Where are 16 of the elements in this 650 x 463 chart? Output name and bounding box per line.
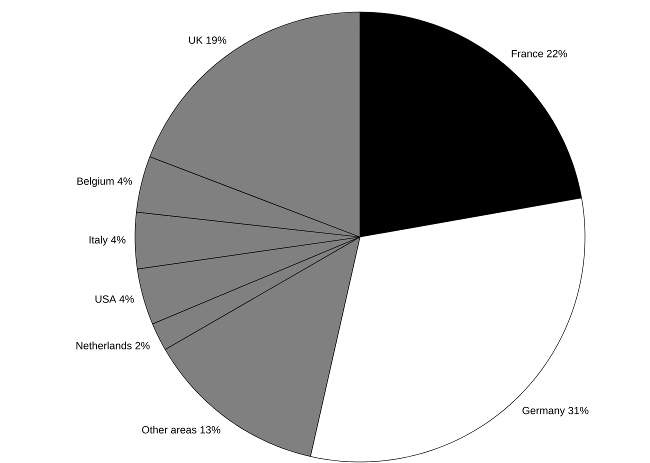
slice-label: USA [96,295,116,303]
slice-label: Netherlands [76,342,132,350]
slice-label: UK [189,36,203,44]
slice-label: France [512,50,544,58]
data-label: 19% [206,36,226,44]
slice-label: Italy [90,236,108,246]
data-label: 4% [110,236,126,244]
slice-label: Germany [522,406,565,416]
slice-label: Belgium [77,177,114,187]
data-label: 31% [568,406,588,414]
data-label: 13% [200,426,220,434]
data-label: 22% [546,50,567,58]
data-label: 4% [119,295,134,303]
data-label: 4% [117,178,132,185]
data-label: 2% [135,342,150,350]
slice-label: Other areas [142,426,196,434]
